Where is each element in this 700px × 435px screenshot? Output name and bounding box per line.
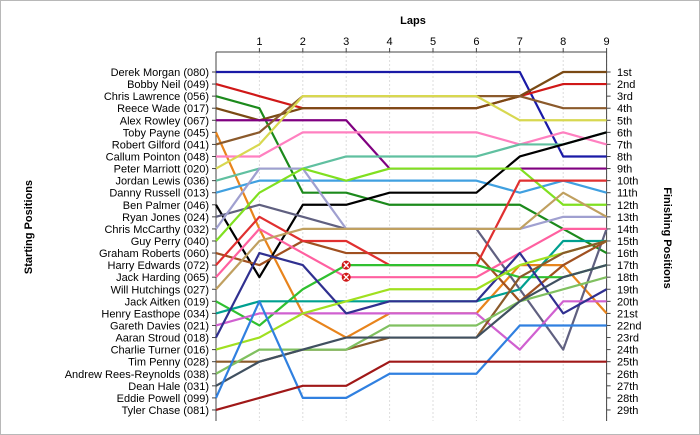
start-label: Bobby Neil (049) xyxy=(127,79,209,91)
start-label: Peter Marriott (020) xyxy=(114,164,209,176)
start-label: Derek Morgan (080) xyxy=(111,67,209,79)
start-label: Jack Harding (065) xyxy=(116,272,209,284)
start-label: Eddie Powell (099) xyxy=(117,393,209,405)
start-label: Chris McCarthy (032) xyxy=(104,224,209,236)
x-tick-label: 1 xyxy=(256,36,262,48)
x-tick-label: 5 xyxy=(430,36,436,48)
start-label: Callum Pointon (048) xyxy=(106,151,209,163)
x-tick-label: 4 xyxy=(387,36,393,48)
start-label: Alex Rowley (067) xyxy=(120,115,209,127)
start-label: Tyler Chase (081) xyxy=(122,405,209,417)
retirement-marks xyxy=(341,260,351,282)
finish-label: 9th xyxy=(617,164,632,176)
start-label: Tim Penny (028) xyxy=(128,357,209,369)
x-tick-label: 9 xyxy=(604,36,610,48)
finish-label: 3rd xyxy=(617,91,633,103)
series-line-18 xyxy=(215,227,607,279)
x-tick-label: 3 xyxy=(343,36,349,48)
finish-label: 19th xyxy=(617,284,638,296)
series-line-27 xyxy=(215,264,607,387)
start-label: Danny Russell (013) xyxy=(109,188,209,200)
start-label: Harry Edwards (072) xyxy=(108,260,209,272)
finish-label: 17th xyxy=(617,260,638,272)
series-line-19 xyxy=(215,191,608,290)
finish-label: 21st xyxy=(617,308,638,320)
start-label: Henry Easthope (034) xyxy=(101,308,209,320)
start-label: Charlie Turner (016) xyxy=(111,345,209,357)
y-axis-title-right: Finishing Positions xyxy=(661,187,673,288)
finish-label: 15th xyxy=(617,236,638,248)
finish-label: 20th xyxy=(617,296,638,308)
finish-label: 8th xyxy=(617,151,632,163)
x-tick-label: 6 xyxy=(473,36,479,48)
finish-label: 4th xyxy=(617,103,632,115)
retirement-mark xyxy=(341,260,351,270)
finish-label: 25th xyxy=(617,357,638,369)
x-tick-label: 7 xyxy=(517,36,523,48)
finish-label: 16th xyxy=(617,248,638,260)
finish-label: 11th xyxy=(617,188,638,200)
finish-label: 1st xyxy=(617,67,632,79)
finish-label: 12th xyxy=(617,200,638,212)
start-label: Dean Hale (031) xyxy=(128,381,209,393)
finish-label: 22nd xyxy=(617,320,641,332)
x-tick-labels: 1 2 3 4 5 6 7 8 9 xyxy=(256,36,610,52)
series-line-24 xyxy=(215,239,607,351)
start-label: Jordan Lewis (036) xyxy=(115,176,209,188)
start-label: Graham Roberts (060) xyxy=(99,248,209,260)
finish-label: 7th xyxy=(617,139,632,151)
finish-label: 13th xyxy=(617,212,638,224)
start-label: Gareth Davies (021) xyxy=(110,320,209,332)
start-label: Will Hutchings (027) xyxy=(111,284,209,296)
retirement-mark xyxy=(341,272,351,282)
start-labels: Derek Morgan (080)Bobby Neil (049)Chris … xyxy=(65,67,209,417)
series-line-28 xyxy=(214,300,607,399)
finish-label: 18th xyxy=(617,272,638,284)
series-line-3 xyxy=(215,95,608,255)
series-line-6 xyxy=(214,131,608,339)
finish-label: 10th xyxy=(617,176,638,188)
finish-label: 14th xyxy=(617,224,638,236)
y-axis-title-left: Starting Positions xyxy=(23,180,35,274)
finish-label: 2nd xyxy=(617,79,635,91)
series-line-23 xyxy=(215,251,608,339)
finish-label: 28th xyxy=(617,393,638,405)
start-label: Ryan Jones (024) xyxy=(122,212,209,224)
finish-label: 29th xyxy=(617,405,638,417)
finish-labels: 1st2nd3rd4th5th6th7th8th9th10th11th12th1… xyxy=(617,67,641,417)
start-label: Reece Wade (017) xyxy=(117,103,209,115)
start-label: Robert Gilford (041) xyxy=(112,139,209,151)
x-tick-label: 8 xyxy=(560,36,566,48)
series-line-1 xyxy=(216,70,607,158)
grid xyxy=(212,51,611,421)
series-line-8 xyxy=(216,131,607,158)
series-lines xyxy=(214,70,608,412)
series-line-9 xyxy=(215,95,607,170)
start-label: Chris Lawrence (056) xyxy=(104,91,209,103)
series-line-20 xyxy=(215,264,607,327)
finish-label: 6th xyxy=(617,127,632,139)
x-tick-label: 2 xyxy=(300,36,306,48)
finish-label: 26th xyxy=(617,369,638,381)
finish-label: 23rd xyxy=(617,333,639,345)
start-label: Jack Aitken (019) xyxy=(125,296,209,308)
start-label: Andrew Rees-Reynolds (038) xyxy=(65,369,209,381)
finish-label: 5th xyxy=(617,115,632,127)
start-label: Ben Palmer (046) xyxy=(123,200,209,212)
x-axis-title: Laps xyxy=(400,15,426,27)
start-label: Guy Perry (040) xyxy=(131,236,209,248)
start-label: Aaran Stroud (018) xyxy=(115,333,209,345)
start-label: Toby Payne (045) xyxy=(123,127,209,139)
series-line-29 xyxy=(215,360,607,412)
finish-label: 27th xyxy=(617,381,638,393)
finish-label: 24th xyxy=(617,345,638,357)
series-line-15 xyxy=(215,167,607,242)
